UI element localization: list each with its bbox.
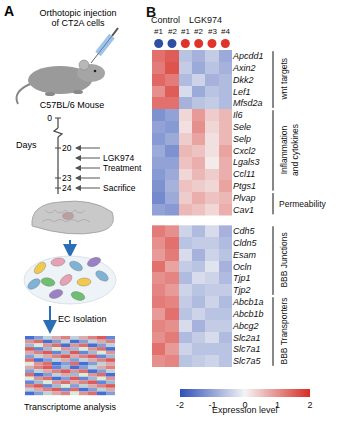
- svg-text:Il6: Il6: [233, 110, 243, 120]
- svg-text:Cav1: Cav1: [233, 205, 254, 215]
- svg-text:#2: #2: [194, 27, 203, 36]
- svg-text:#1: #1: [154, 27, 163, 36]
- svg-text:-2: -2: [176, 400, 184, 410]
- svg-text:#2: #2: [168, 27, 177, 36]
- svg-text:Control: Control: [151, 15, 180, 25]
- svg-text:Treatment: Treatment: [103, 163, 142, 173]
- svg-text:LGK974: LGK974: [103, 153, 134, 163]
- svg-text:Orthotopic injection: Orthotopic injection: [39, 8, 116, 18]
- svg-text:Ptgs1: Ptgs1: [233, 181, 256, 191]
- svg-text:#1: #1: [181, 27, 190, 36]
- svg-text:Inflammationand cytokines: Inflammationand cytokines: [279, 124, 300, 176]
- svg-text:Sele: Sele: [233, 122, 251, 132]
- svg-text:wnt targets: wnt targets: [279, 58, 289, 101]
- svg-text:Abcb1a: Abcb1a: [232, 297, 264, 307]
- svg-text:Cdh5: Cdh5: [233, 226, 256, 236]
- svg-text:EC Isolation: EC Isolation: [58, 314, 107, 324]
- svg-text:24: 24: [62, 183, 72, 193]
- svg-text:23: 23: [62, 173, 72, 183]
- svg-text:Abcb1b: Abcb1b: [232, 309, 264, 319]
- svg-text:B: B: [146, 4, 156, 20]
- svg-text:Plvap: Plvap: [233, 193, 256, 203]
- svg-text:-1: -1: [208, 400, 216, 410]
- svg-text:1: 1: [275, 400, 280, 410]
- svg-text:2: 2: [307, 400, 312, 410]
- svg-text:Slc7a5: Slc7a5: [233, 356, 262, 366]
- svg-text:Lef1: Lef1: [233, 87, 251, 97]
- svg-text:Transcriptome analysis: Transcriptome analysis: [24, 402, 117, 412]
- svg-text:0: 0: [47, 113, 52, 123]
- svg-text:0: 0: [242, 400, 247, 410]
- svg-text:#4: #4: [221, 27, 230, 36]
- svg-text:Selp: Selp: [233, 134, 251, 144]
- svg-text:Apcdd1: Apcdd1: [232, 51, 264, 61]
- svg-text:BBB Transporters: BBB Transporters: [279, 297, 289, 364]
- svg-text:Cxcl2: Cxcl2: [233, 146, 256, 156]
- svg-text:C57BL/6 Mouse: C57BL/6 Mouse: [40, 100, 105, 110]
- svg-text:Dkk2: Dkk2: [233, 75, 254, 85]
- svg-text:Sacrifice: Sacrifice: [103, 183, 136, 193]
- svg-text:20: 20: [62, 143, 72, 153]
- svg-text:Lgals3: Lgals3: [233, 157, 260, 167]
- svg-text:Days: Days: [16, 140, 37, 150]
- svg-text:Mfsd2a: Mfsd2a: [233, 98, 263, 108]
- svg-text:#3: #3: [208, 27, 217, 36]
- svg-text:Slc7a1: Slc7a1: [233, 344, 261, 354]
- svg-text:Esam: Esam: [233, 250, 257, 260]
- svg-text:Abcg2: Abcg2: [232, 321, 259, 331]
- svg-text:Ocln: Ocln: [233, 262, 252, 272]
- svg-text:A: A: [4, 3, 14, 19]
- svg-text:Slc2a1: Slc2a1: [233, 333, 261, 343]
- svg-text:Cldn5: Cldn5: [233, 238, 258, 248]
- svg-text:BBB Junctions: BBB Junctions: [279, 232, 289, 287]
- svg-text:Ccl11: Ccl11: [233, 169, 255, 179]
- svg-text:Expression level: Expression level: [212, 405, 278, 415]
- svg-text:Tjp2: Tjp2: [233, 285, 251, 295]
- svg-text:LGK974: LGK974: [189, 15, 222, 25]
- svg-text:Permeability: Permeability: [279, 199, 327, 209]
- svg-text:Axin2: Axin2: [232, 63, 256, 73]
- svg-text:of CT2A cells: of CT2A cells: [51, 18, 105, 28]
- svg-text:Tjp1: Tjp1: [233, 273, 251, 283]
